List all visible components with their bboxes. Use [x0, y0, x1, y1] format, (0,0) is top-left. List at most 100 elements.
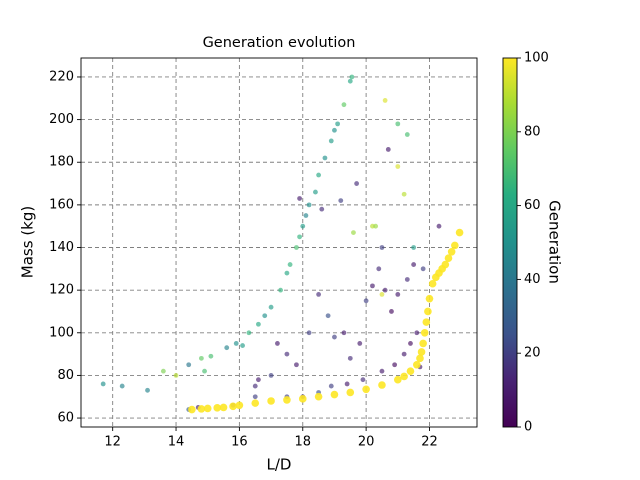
point [441, 260, 450, 269]
x-tick-label: 18 [294, 435, 311, 450]
point [188, 405, 196, 414]
point [389, 309, 394, 314]
point [328, 138, 334, 144]
point [376, 266, 382, 272]
point [401, 191, 407, 197]
point [267, 397, 275, 405]
point [284, 270, 290, 276]
point [160, 368, 166, 374]
point [347, 78, 353, 84]
point [362, 385, 370, 394]
point [251, 399, 260, 407]
point [357, 341, 363, 346]
point [428, 279, 437, 288]
point [316, 172, 321, 178]
point [278, 287, 283, 293]
point [424, 307, 432, 316]
y-tick-label: 100 [49, 325, 74, 340]
point [316, 292, 321, 297]
point [100, 381, 106, 387]
point [382, 287, 388, 293]
point [275, 341, 280, 346]
point [314, 392, 323, 401]
point [268, 304, 274, 310]
point [400, 372, 408, 381]
plot-frame [80, 57, 478, 428]
point [224, 345, 230, 351]
point [325, 313, 331, 319]
point [256, 377, 261, 383]
point [229, 402, 237, 411]
colorbar-tick-label: 80 [524, 124, 541, 139]
point [246, 330, 252, 336]
point [349, 74, 355, 80]
point [395, 292, 401, 297]
x-axis-label: L/D [267, 456, 292, 474]
point [347, 355, 353, 361]
point [444, 254, 453, 262]
point [262, 313, 268, 319]
point [202, 368, 207, 374]
point [422, 318, 431, 326]
chart-title: Generation evolution [203, 35, 356, 51]
point [287, 262, 293, 267]
point [219, 403, 228, 412]
x-tick-label: 22 [421, 435, 438, 450]
point [256, 321, 261, 327]
point [413, 360, 421, 369]
point [455, 228, 464, 237]
point [447, 247, 456, 256]
point [451, 241, 459, 250]
point [145, 387, 150, 393]
point [411, 262, 417, 267]
point [395, 121, 401, 127]
point [252, 383, 258, 389]
point [419, 339, 427, 348]
colorbar-tick-label: 100 [524, 51, 549, 66]
point [414, 330, 420, 336]
point [370, 283, 375, 289]
y-tick-label: 60 [57, 411, 74, 426]
point [363, 298, 369, 304]
point [385, 147, 391, 152]
point [197, 405, 206, 413]
colorbar-tick-label: 60 [524, 198, 541, 213]
point [360, 377, 366, 383]
point [395, 164, 401, 169]
colorbar [502, 57, 518, 428]
point [313, 189, 318, 195]
point [392, 362, 398, 368]
point [406, 367, 415, 375]
point [379, 368, 385, 374]
point [213, 404, 222, 412]
point [306, 330, 312, 336]
point [297, 234, 302, 240]
point [235, 401, 244, 410]
point [208, 353, 214, 359]
point [341, 330, 347, 336]
point [284, 351, 290, 357]
point [338, 198, 344, 204]
y-tick-label: 160 [49, 197, 74, 212]
point [379, 245, 385, 250]
point [330, 390, 339, 399]
point [373, 223, 379, 229]
point [378, 381, 386, 389]
point [294, 362, 299, 368]
point [294, 245, 299, 250]
point [306, 202, 312, 208]
point [298, 395, 307, 403]
point [425, 294, 434, 303]
point [382, 98, 388, 103]
colorbar-tick-label: 0 [524, 420, 532, 435]
colorbar-tick-label: 40 [524, 272, 541, 287]
point [379, 292, 385, 297]
point [436, 223, 442, 229]
point [335, 121, 341, 127]
point [411, 245, 417, 250]
x-tick-label: 14 [168, 435, 185, 450]
y-tick-label: 220 [49, 69, 74, 84]
y-tick-label: 120 [49, 283, 74, 298]
point [351, 230, 356, 235]
